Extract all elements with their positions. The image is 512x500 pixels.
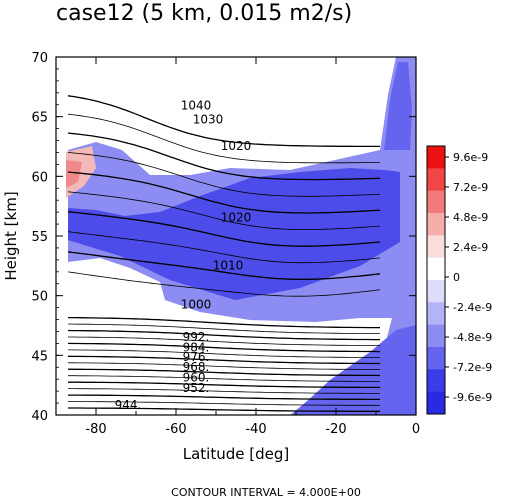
contour-line-980 <box>68 349 380 358</box>
contour-line-992 <box>67 329 380 341</box>
contour-line-1036 <box>67 113 381 164</box>
shading-blue-lower <box>292 325 416 415</box>
contour-line-996 <box>67 323 380 334</box>
colorbar-swatch <box>427 168 445 192</box>
contour-lines <box>67 95 381 412</box>
contour-line-976 <box>67 355 380 365</box>
contour-line-960 <box>68 381 380 389</box>
colorbar-label: -9.6e-9 <box>453 391 492 404</box>
chart-title: case12 (5 km, 0.015 m2/s) <box>56 1 352 26</box>
contour-line-1024 <box>67 171 381 214</box>
contour-label-9: 968. <box>183 360 210 374</box>
contour-label-2: 1020 <box>221 139 252 153</box>
contour-line-1012 <box>67 231 381 264</box>
contour-line-988 <box>68 336 381 346</box>
colorbar-swatch <box>427 146 445 169</box>
contour-line-1040 <box>67 95 380 148</box>
colorbar: 9.6e-9 7.2e-9 4.8e-9 2.4e-9 0 -2.4e-9 -4.8e-9 -… <box>426 145 492 415</box>
colorbar-label: -2.4e-9 <box>453 301 492 314</box>
contour-label-8: 976. <box>183 350 210 364</box>
shading-layer <box>66 57 416 415</box>
colorbar-label: 4.8e-9 <box>453 211 488 224</box>
contour-label-5: 1000 <box>181 298 212 312</box>
y-tick-label: 55 <box>31 230 48 245</box>
shading-blue-top <box>384 62 412 150</box>
contour-line-1028 <box>67 152 381 197</box>
contour-label-0: 1040 <box>181 98 212 112</box>
contour-line-1008 <box>67 251 381 281</box>
colorbar-swatch <box>427 280 445 303</box>
contour-label-11: 952. <box>183 381 210 395</box>
contour-label-7: 984. <box>183 341 210 355</box>
contour-label-10: 960. <box>183 371 210 385</box>
colorbar-swatch <box>427 235 445 259</box>
colorbar-swatch <box>427 369 445 393</box>
contour-line-984 <box>67 342 381 353</box>
colorbar-swatch <box>427 391 445 415</box>
colorbar-label: 2.4e-9 <box>453 241 488 254</box>
contour-line-956 <box>68 388 380 394</box>
colorbar-swatch <box>427 324 445 348</box>
contour-label-3: 1020 <box>221 211 252 225</box>
contour-line-1016 <box>67 211 381 247</box>
contour-label-12: 944. <box>115 398 142 412</box>
contour-line-1032 <box>67 132 381 181</box>
y-tick-label: 45 <box>31 349 48 364</box>
contour-label-4: 1010 <box>213 258 244 272</box>
contour-line-1004 <box>67 271 381 297</box>
shading-red-patch <box>66 146 96 198</box>
colorbar-swatch <box>427 257 445 281</box>
contour-label-6: 992. <box>183 330 210 344</box>
y-tick-label: 50 <box>31 290 48 305</box>
x-tick-label: -60 <box>165 422 186 437</box>
contour-line-1020 <box>67 191 381 230</box>
colorbar-label: 9.6e-9 <box>453 151 488 164</box>
contour-line-964 <box>68 375 380 382</box>
contour-label-1: 1030 <box>193 113 224 127</box>
colorbar-swatch <box>427 347 445 370</box>
contour-line-972 <box>68 362 380 370</box>
contour-interval-footer: CONTOUR INTERVAL = 4.000E+00 <box>171 486 361 499</box>
colorbar-swatch <box>427 190 445 214</box>
colorbar-label: 0 <box>453 271 460 284</box>
shading-blue-strong <box>68 168 400 300</box>
colorbar-frame <box>426 145 446 415</box>
colorbar-swatch <box>427 213 445 236</box>
y-tick-label: 70 <box>31 51 48 66</box>
y-tick-label: 65 <box>31 111 48 126</box>
colorbar-label: 7.2e-9 <box>453 181 488 194</box>
x-tick-label: 0 <box>412 422 420 437</box>
axis-ticks: -80 -60 -40 -20 0 40 45 50 55 60 65 70 <box>31 51 420 437</box>
contour-line-968 <box>67 368 381 377</box>
contour-line-1000 <box>68 316 380 329</box>
x-tick-label: -40 <box>245 422 266 437</box>
x-axis-label: Latitude [deg] <box>183 445 289 463</box>
contour-line-948 <box>67 401 381 406</box>
x-tick-label: -20 <box>325 422 346 437</box>
shading-red-core <box>66 160 82 188</box>
colorbar-swatch <box>427 302 445 326</box>
y-tick-label: 60 <box>31 170 48 185</box>
y-tick-label: 40 <box>31 409 48 424</box>
colorbar-label: -7.2e-9 <box>453 361 492 374</box>
y-axis-label: Height [km] <box>2 191 20 280</box>
x-tick-label: -80 <box>85 422 106 437</box>
contour-line-952 <box>68 394 380 401</box>
colorbar-label: -4.8e-9 <box>453 331 492 344</box>
contour-line-944 <box>68 407 380 412</box>
